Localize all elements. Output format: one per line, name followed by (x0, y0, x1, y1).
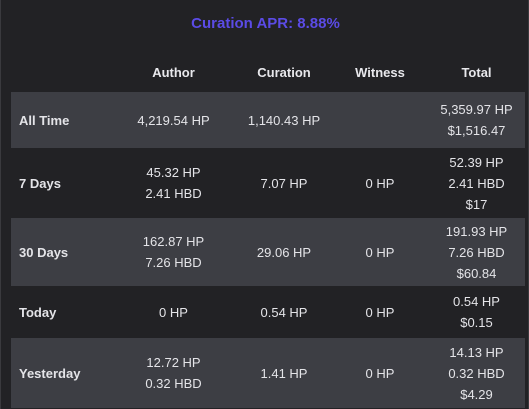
table-header-row: Author Curation Witness Total (11, 53, 525, 92)
curation-cell: 0.54 HP (236, 302, 332, 323)
total-value: 2.41 HBD (448, 175, 505, 191)
author-value: 4,219.54 HP (137, 112, 210, 128)
table-row-yesterday: Yesterday 12.72 HP 0.32 HBD 1.41 HP 0 HP… (11, 338, 525, 408)
curation-cell: 1,140.43 HP (236, 110, 332, 131)
curation-value: 29.06 HP (256, 244, 312, 260)
witness-value: 0 HP (365, 244, 395, 260)
author-value: 12.72 HP (146, 355, 201, 370)
header-author: Author (152, 65, 195, 80)
total-cell: 0.54 HP $0.15 (428, 291, 525, 333)
row-label: All Time (19, 112, 70, 128)
header-total: Total (461, 65, 492, 80)
author-value: 162.87 HP (142, 234, 205, 249)
author-value: 0 HP (159, 304, 188, 320)
curation-apr-heading: Curation APR: 8.88% (191, 15, 340, 32)
author-value: 7.26 HBD (145, 255, 202, 270)
rewards-table: Author Curation Witness Total All Time 4… (11, 53, 525, 408)
header-witness: Witness (355, 65, 405, 80)
total-value: 0.54 HP (453, 294, 500, 309)
witness-cell: 0 HP (332, 302, 428, 323)
witness-value: 0 HP (365, 304, 395, 320)
witness-cell: 0 HP (332, 363, 428, 384)
table-row-7-days: 7 Days 45.32 HP 2.41 HBD 7.07 HP 0 HP 52… (11, 148, 525, 218)
curation-cell: 29.06 HP (236, 242, 332, 263)
total-value: $17 (465, 196, 488, 212)
total-value: 191.93 HP (445, 223, 508, 239)
author-value: 45.32 HP (146, 165, 201, 180)
table-row-30-days: 30 Days 162.87 HP 7.26 HBD 29.06 HP 0 HP… (11, 218, 525, 286)
witness-cell: 0 HP (332, 173, 428, 194)
total-cell: 14.13 HP 0.32 HBD $4.29 (428, 342, 525, 405)
curation-value: 0.54 HP (260, 304, 308, 320)
total-cell: 191.93 HP 7.26 HBD $60.84 (428, 221, 525, 284)
author-value: 0.32 HBD (145, 376, 202, 391)
total-value: 0.32 HBD (448, 365, 505, 381)
witness-cell: 0 HP (332, 242, 428, 263)
author-value: 2.41 HBD (145, 186, 202, 201)
author-cell: 4,219.54 HP (111, 110, 236, 131)
author-cell: 12.72 HP 0.32 HBD (111, 352, 236, 394)
table-row-all-time: All Time 4,219.54 HP 1,140.43 HP 5,359.9… (11, 92, 525, 148)
total-value: $0.15 (460, 315, 493, 330)
total-cell: 5,359.97 HP $1,516.47 (428, 99, 525, 141)
header-curation: Curation (257, 65, 311, 80)
row-label: 30 Days (19, 244, 69, 260)
total-value: 5,359.97 HP (440, 102, 513, 117)
total-value: $60.84 (456, 265, 497, 281)
total-value: 7.26 HBD (448, 244, 505, 260)
curation-value: 1,140.43 HP (247, 112, 321, 128)
curation-value: 7.07 HP (260, 175, 308, 191)
table-row-today: Today 0 HP 0.54 HP 0 HP 0.54 HP $0.15 (11, 286, 525, 338)
curation-value: 1.41 HP (260, 365, 308, 381)
total-value: $4.29 (460, 386, 493, 402)
curation-cell: 7.07 HP (236, 173, 332, 194)
author-cell: 162.87 HP 7.26 HBD (111, 231, 236, 273)
total-value: 14.13 HP (449, 344, 504, 360)
curation-cell: 1.41 HP (236, 363, 332, 384)
author-cell: 45.32 HP 2.41 HBD (111, 162, 236, 204)
witness-value: 0 HP (365, 175, 395, 191)
total-cell: 52.39 HP 2.41 HBD $17 (428, 152, 525, 215)
row-label: Yesterday (19, 365, 81, 381)
total-value: 52.39 HP (449, 154, 504, 170)
row-label: Today (19, 304, 57, 320)
total-value: $1,516.47 (447, 123, 506, 138)
witness-value: 0 HP (365, 365, 395, 381)
author-cell: 0 HP (111, 302, 236, 323)
row-label: 7 Days (19, 175, 61, 191)
